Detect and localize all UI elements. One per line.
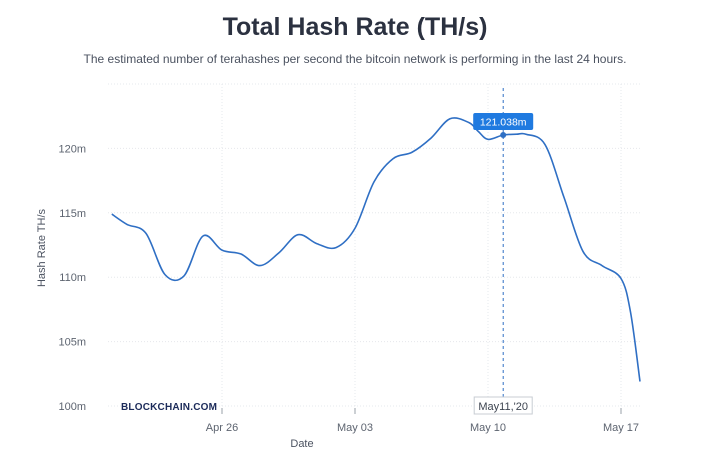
y-tick-label: 115m	[59, 208, 86, 220]
crosshair-date-label: May11,'20	[473, 396, 533, 415]
hash-rate-line	[111, 117, 641, 382]
x-axis-title: Date	[290, 438, 313, 450]
y-axis-title: Hash Rate TH/s	[36, 208, 48, 287]
x-tick-label: May 10	[470, 422, 506, 434]
tooltip-value: 121.038m	[480, 117, 527, 129]
x-tick-label: Apr 26	[206, 422, 238, 434]
y-tick-label: 105m	[58, 337, 86, 349]
x-tick-label: May 03	[337, 422, 373, 434]
chart-subtitle: The estimated number of terahashes per s…	[83, 52, 627, 66]
crosshair-date: May11,'20	[478, 401, 528, 413]
y-tick-label: 120m	[58, 143, 86, 155]
chart-title: Total Hash Rate (TH/s)	[222, 13, 488, 41]
x-tick-label: May 17	[603, 422, 639, 434]
value-tooltip: 121.038m	[473, 113, 534, 131]
y-axis-ticks: 100m 105m 110m 115m 120m	[58, 143, 86, 413]
crosshair-point	[500, 132, 507, 139]
blockchain-logo: BLOCKCHAIN.COM	[121, 402, 217, 413]
gridlines	[108, 83, 640, 407]
y-tick-label: 100m	[58, 401, 86, 413]
y-tick-label: 110m	[59, 272, 86, 284]
x-axis-ticks: Apr 26 May 03 May 10 May 17	[206, 408, 639, 434]
